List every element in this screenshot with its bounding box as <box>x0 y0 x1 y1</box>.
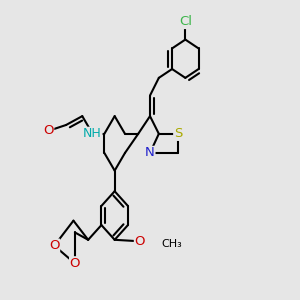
Text: NH: NH <box>83 127 102 140</box>
Text: N: N <box>145 146 155 159</box>
Text: Cl: Cl <box>179 15 192 28</box>
Text: O: O <box>49 239 60 252</box>
Text: S: S <box>174 127 182 140</box>
Text: O: O <box>70 257 80 270</box>
Text: O: O <box>43 124 54 137</box>
Text: O: O <box>134 235 145 248</box>
Text: CH₃: CH₃ <box>162 239 182 249</box>
